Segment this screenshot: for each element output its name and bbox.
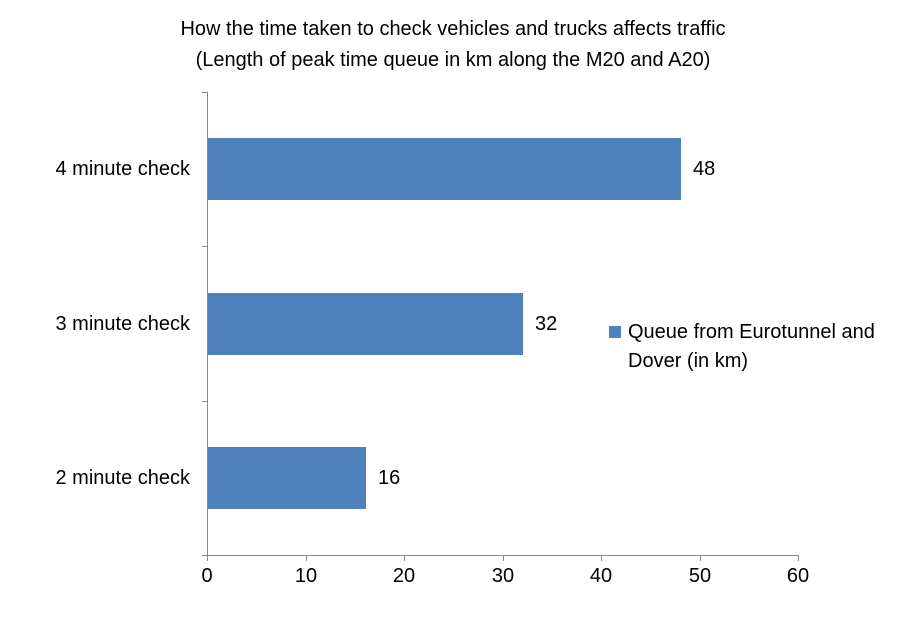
x-axis-tick-label: 0 — [201, 565, 213, 587]
bar-value-label: 32 — [535, 313, 558, 335]
y-axis-line — [207, 92, 208, 556]
y-axis-tick — [202, 401, 207, 402]
chart-title-line2: (Length of peak time queue in km along t… — [195, 49, 711, 71]
legend: Queue from Eurotunnel and Dover (in km) — [609, 318, 900, 376]
chart-title: How the time taken to check vehicles and… — [0, 14, 906, 76]
x-axis-tick — [700, 556, 701, 561]
y-axis-tick — [202, 246, 207, 247]
x-axis-line — [207, 555, 799, 556]
x-axis-tick — [404, 556, 405, 561]
chart-title-line1: How the time taken to check vehicles and… — [180, 18, 726, 40]
legend-marker-icon — [609, 326, 621, 338]
category-label: 4 minute check — [55, 158, 190, 180]
x-axis-tick-label: 30 — [491, 565, 515, 587]
x-axis-tick — [798, 556, 799, 561]
x-axis-tick — [306, 556, 307, 561]
x-axis-tick — [207, 556, 208, 561]
x-axis-tick-label: 60 — [786, 565, 810, 587]
bar — [208, 293, 523, 355]
x-axis-tick — [601, 556, 602, 561]
legend-label: Queue from Eurotunnel and Dover (in km) — [628, 321, 875, 372]
bar — [208, 447, 366, 509]
bar-value-label: 16 — [378, 467, 401, 489]
x-axis-tick — [503, 556, 504, 561]
category-label: 2 minute check — [55, 467, 190, 489]
bar-value-label: 48 — [693, 158, 716, 180]
x-axis-tick-label: 50 — [688, 565, 712, 587]
x-axis-tick-label: 40 — [589, 565, 613, 587]
x-axis-tick-label: 20 — [392, 565, 416, 587]
y-axis-tick — [202, 92, 207, 93]
bar — [208, 138, 681, 200]
x-axis-tick-label: 10 — [294, 565, 318, 587]
category-label: 3 minute check — [55, 313, 190, 335]
y-axis-tick — [202, 555, 207, 556]
